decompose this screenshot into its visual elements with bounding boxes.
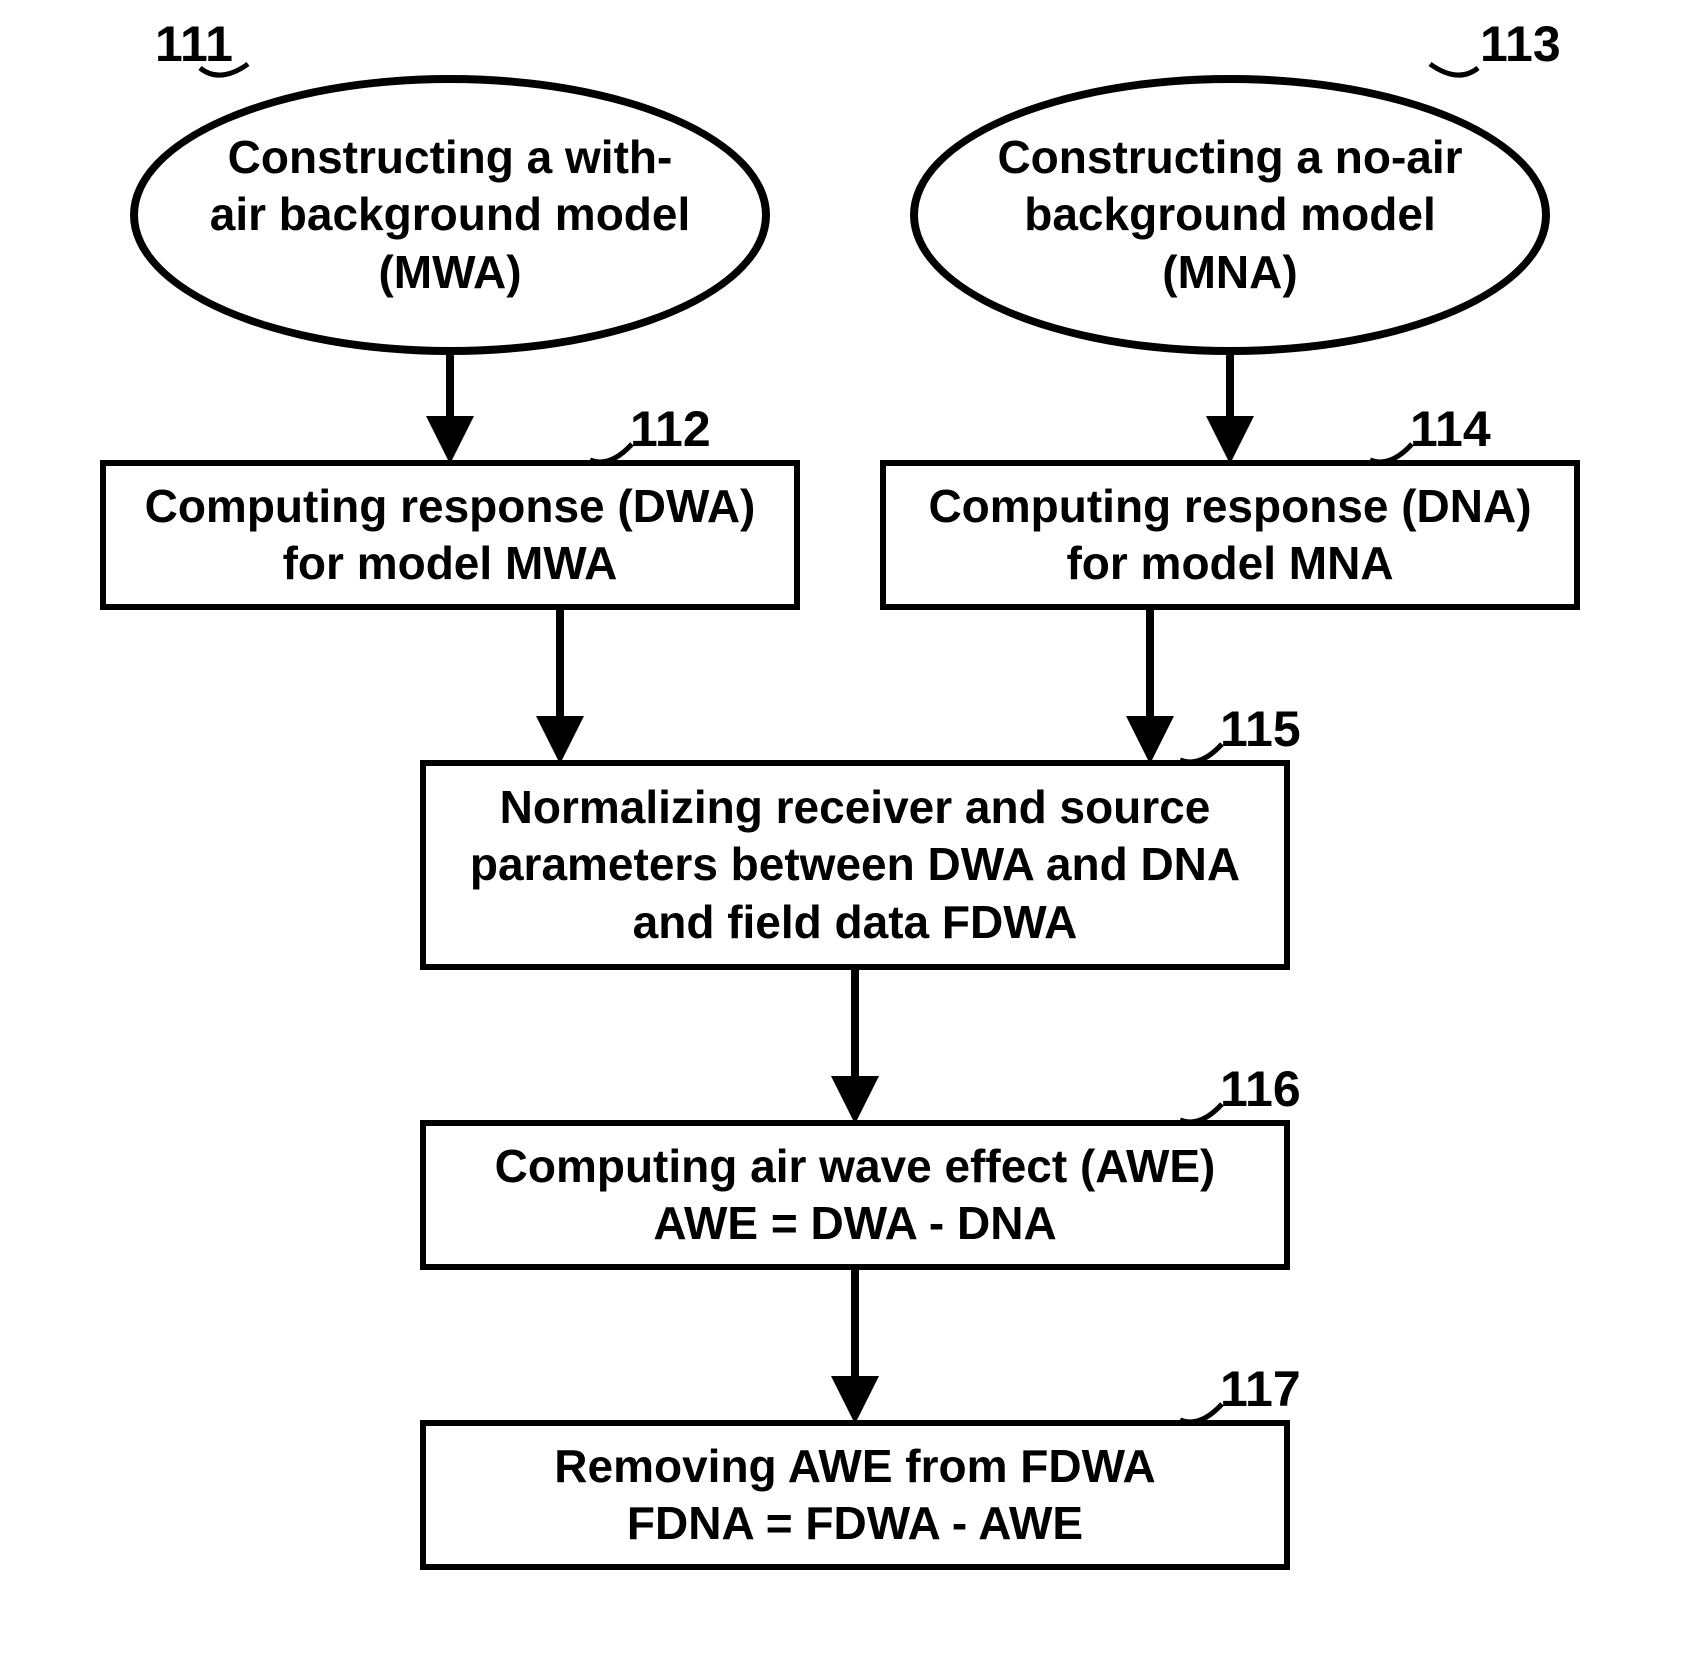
node-116-text: Computing air wave effect (AWE) AWE = DW… (495, 1138, 1216, 1253)
leader-114 (1370, 440, 1420, 470)
node-111-ellipse: Constructing a with- air background mode… (130, 75, 770, 355)
ref-label-115: 115 (1220, 700, 1301, 758)
leader-111 (200, 54, 260, 94)
node-116-rect: Computing air wave effect (AWE) AWE = DW… (420, 1120, 1290, 1270)
node-113-text: Constructing a no-air background model (… (997, 129, 1462, 302)
leader-115 (1180, 740, 1230, 770)
leader-112 (590, 440, 640, 470)
node-115-text: Normalizing receiver and source paramete… (470, 779, 1240, 952)
ref-label-116: 116 (1220, 1060, 1301, 1118)
flowchart-canvas: Constructing a with- air background mode… (0, 0, 1689, 1664)
node-115-rect: Normalizing receiver and source paramete… (420, 760, 1290, 970)
ref-label-114: 114 (1410, 400, 1491, 458)
leader-116 (1180, 1100, 1230, 1130)
node-114-rect: Computing response (DNA) for model MNA (880, 460, 1580, 610)
node-112-rect: Computing response (DWA) for model MWA (100, 460, 800, 610)
leader-113 (1430, 54, 1490, 94)
node-112-text: Computing response (DWA) for model MWA (145, 478, 756, 593)
node-117-rect: Removing AWE from FDWA FDNA = FDWA - AWE (420, 1420, 1290, 1570)
node-114-text: Computing response (DNA) for model MNA (928, 478, 1531, 593)
leader-117 (1180, 1400, 1230, 1430)
ref-label-113: 113 (1480, 15, 1561, 73)
ref-label-112: 112 (630, 400, 711, 458)
ref-label-117: 117 (1220, 1360, 1301, 1418)
node-111-text: Constructing a with- air background mode… (210, 129, 691, 302)
node-117-text: Removing AWE from FDWA FDNA = FDWA - AWE (554, 1438, 1155, 1553)
node-113-ellipse: Constructing a no-air background model (… (910, 75, 1550, 355)
